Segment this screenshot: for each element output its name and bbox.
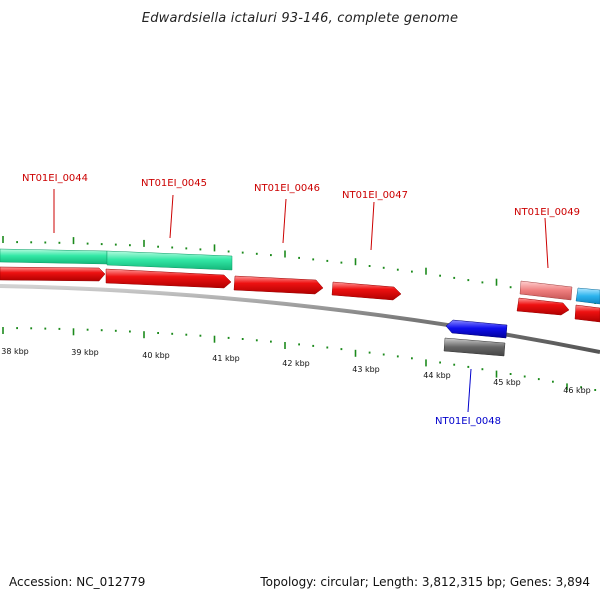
accession-text: Accession: NC_012779 — [9, 575, 146, 589]
genome-summary-text: Topology: circular; Length: 3,812,315 bp… — [260, 575, 590, 589]
cds-arrow-next[interactable] — [574, 304, 600, 323]
leader-line-0045 — [169, 194, 174, 239]
leader-line-0047 — [370, 201, 375, 251]
leader-line-0049 — [544, 217, 549, 269]
kbp-label-43: 43 kbp — [352, 365, 380, 374]
gene-label-0045[interactable]: NT01EI_0045 — [141, 178, 207, 189]
feature-teal-0044[interactable] — [0, 248, 108, 265]
kbp-label-44: 44 kbp — [423, 371, 451, 380]
kbp-label-38: 38 kbp — [1, 347, 29, 356]
map-title: Edwardsiella ictaluri 93-146, complete g… — [141, 11, 459, 26]
cds-arrow-0044[interactable] — [0, 266, 106, 282]
feature-teal-0045[interactable] — [106, 250, 233, 271]
feature-gray-0048[interactable] — [443, 337, 506, 357]
gene-label-0048[interactable]: NT01EI_0048 — [435, 416, 501, 427]
cds-arrow-0047[interactable] — [331, 281, 402, 301]
genome-backbone — [0, 284, 600, 354]
cds-arrow-0048[interactable] — [445, 319, 508, 339]
leader-line-0048 — [467, 368, 472, 413]
kbp-label-42: 42 kbp — [282, 359, 310, 368]
feature-pink-0049[interactable] — [519, 280, 573, 301]
kbp-label-41: 41 kbp — [212, 354, 240, 363]
cds-arrow-0049[interactable] — [516, 297, 570, 316]
gene-label-0047[interactable]: NT01EI_0047 — [342, 190, 408, 201]
feature-cyan-next[interactable] — [575, 287, 600, 305]
kbp-label-45: 45 kbp — [493, 378, 521, 387]
kbp-label-46: 46 kbp — [563, 386, 591, 395]
gene-label-0046[interactable]: NT01EI_0046 — [254, 183, 320, 194]
kbp-label-39: 39 kbp — [71, 348, 99, 357]
leader-line-0046 — [282, 198, 287, 244]
gene-label-0044[interactable]: NT01EI_0044 — [22, 173, 88, 184]
kbp-label-40: 40 kbp — [142, 351, 170, 360]
cds-arrow-0045[interactable] — [105, 268, 232, 289]
gene-label-0049[interactable]: NT01EI_0049 — [514, 207, 580, 218]
tick-ring-inner — [2, 327, 597, 391]
cds-arrow-0046[interactable] — [233, 275, 324, 295]
